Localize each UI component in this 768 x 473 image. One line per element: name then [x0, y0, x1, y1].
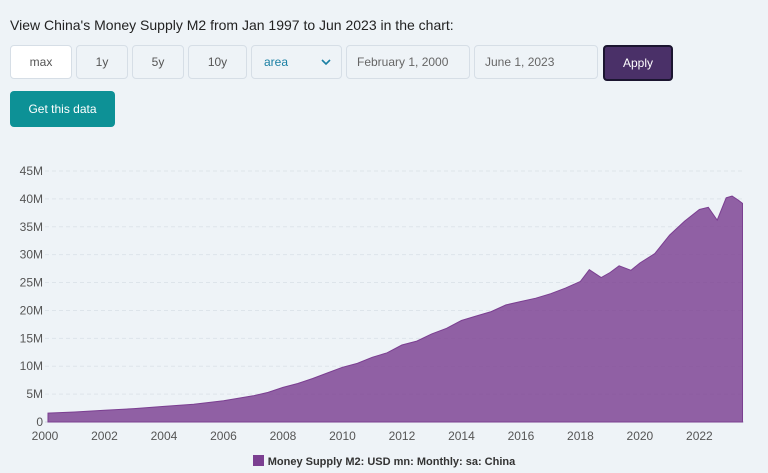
y-axis: 0 5M 10M 15M 20M 25M 30M 35M 40M 45M: [20, 164, 44, 429]
apply-button[interactable]: Apply: [603, 45, 673, 81]
x-tick-label: 2016: [508, 429, 535, 443]
x-tick-label: 2000: [32, 429, 59, 443]
x-tick-label: 2014: [448, 429, 475, 443]
legend-label: Money Supply M2: USD mn: Monthly: sa: Ch…: [267, 456, 516, 468]
x-tick-label: 2022: [686, 429, 713, 443]
chart-type-select[interactable]: area: [251, 45, 342, 79]
y-tick-label: 35M: [20, 220, 43, 234]
y-tick-label: 20M: [20, 303, 43, 317]
area-chart: 0 5M 10M 15M 20M 25M 30M 35M 40M 45M 2000 2002 2004…: [20, 164, 744, 443]
x-tick-label: 2018: [567, 429, 594, 443]
y-tick-label: 15M: [20, 331, 43, 345]
get-data-button[interactable]: Get this data: [10, 91, 115, 127]
y-tick-label: 30M: [20, 248, 43, 262]
y-tick-label: 5M: [26, 387, 43, 401]
chevron-down-icon: [321, 59, 331, 66]
y-tick-label: 10M: [20, 359, 43, 373]
end-date-input[interactable]: June 1, 2023: [474, 45, 598, 79]
chart-legend[interactable]: Money Supply M2: USD mn: Monthly: sa: Ch…: [0, 455, 768, 468]
range-10y-button[interactable]: 10y: [188, 45, 247, 79]
x-tick-label: 2008: [270, 429, 297, 443]
x-axis: 2000 2002 2004 2006 2008 2010 2012 2014 2016 2018…: [32, 429, 713, 443]
page-heading: View China's Money Supply M2 from Jan 19…: [10, 17, 454, 33]
y-tick-label: 40M: [20, 192, 43, 206]
x-tick-label: 2010: [329, 429, 356, 443]
x-tick-label: 2020: [627, 429, 654, 443]
x-tick-label: 2012: [389, 429, 416, 443]
range-1y-button[interactable]: 1y: [76, 45, 128, 79]
x-tick-label: 2004: [151, 429, 178, 443]
x-tick-label: 2002: [91, 429, 118, 443]
range-5y-button[interactable]: 5y: [132, 45, 184, 79]
chart-type-value: area: [264, 55, 289, 69]
y-tick-label: 45M: [20, 164, 43, 178]
y-tick-label: 25M: [20, 276, 43, 290]
y-tick-label: 0: [36, 415, 43, 429]
x-tick-label: 2006: [210, 429, 237, 443]
legend-swatch: [252, 455, 264, 466]
series-area: [47, 195, 744, 423]
start-date-input[interactable]: February 1, 2000: [346, 45, 470, 79]
range-max-button[interactable]: max: [10, 45, 72, 79]
